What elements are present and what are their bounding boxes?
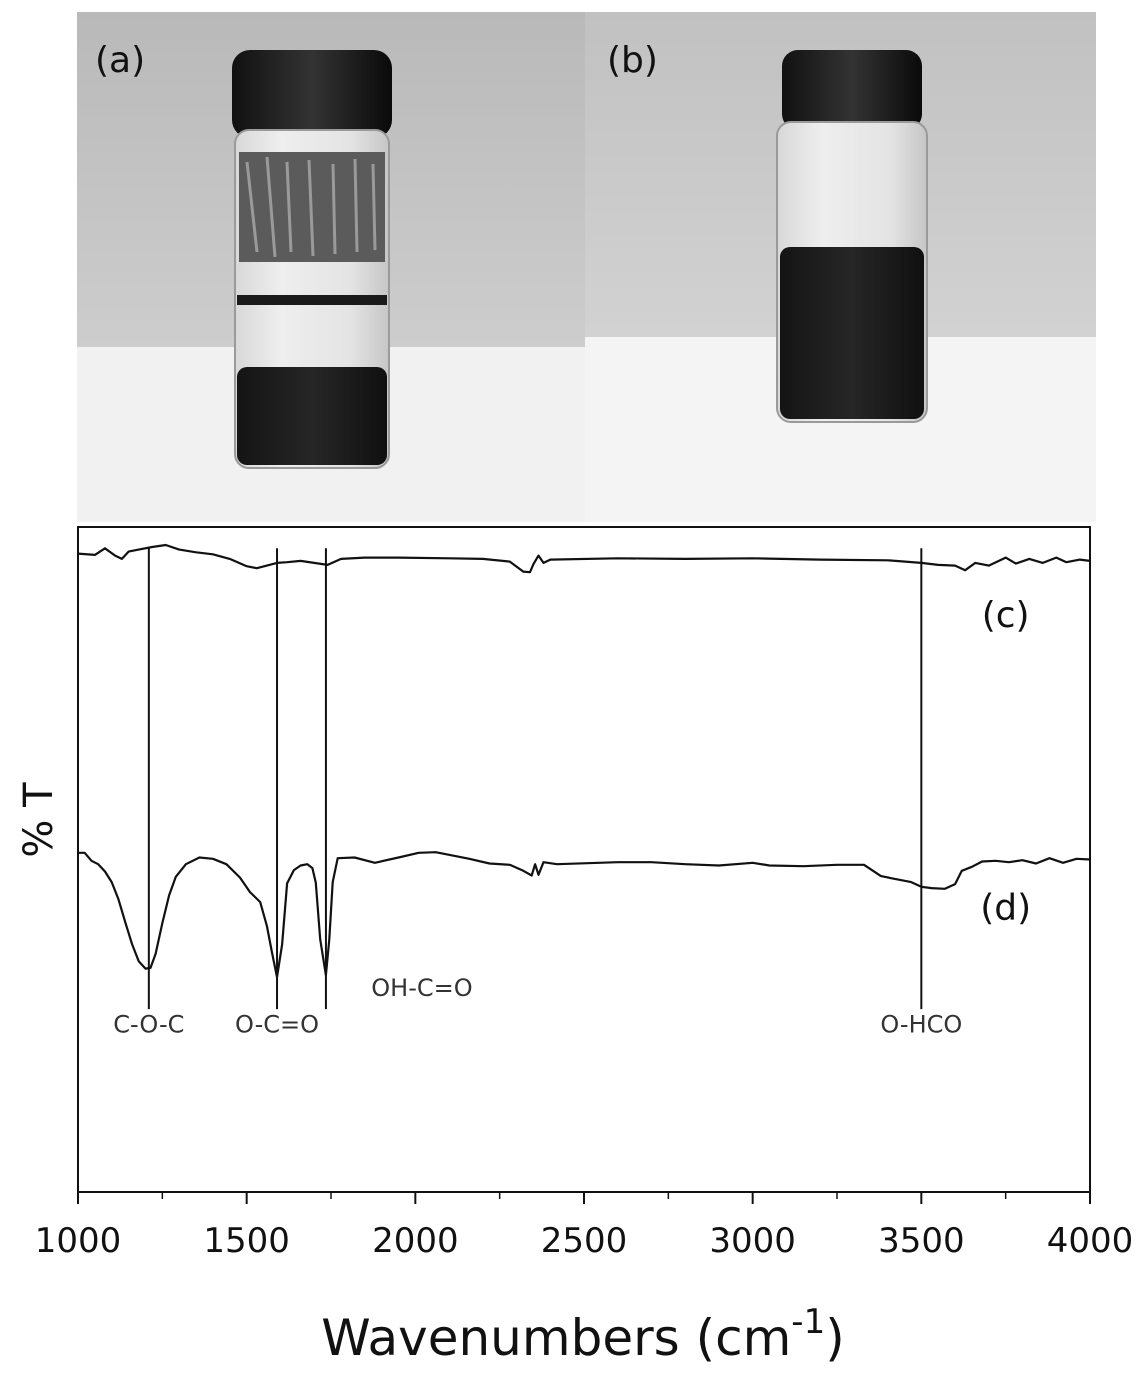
vial-b-liquid: [780, 247, 924, 419]
peak-label-2: OH-C=O: [371, 974, 472, 1002]
plot-frame: [77, 526, 1091, 1193]
x-axis-title-close: ): [825, 1309, 845, 1367]
series-label-group: (c) (d): [980, 595, 1031, 929]
vial-a-cap: [232, 50, 392, 138]
x-axis-ticks: 1000 1500 2000 2500 3000 3500 4000: [35, 1192, 1134, 1261]
sample-photo: (a) (b): [77, 12, 1096, 522]
peak-label-3: O-HCO: [880, 1010, 962, 1038]
series-line-1: [78, 851, 1091, 979]
series-label-0: (c): [982, 595, 1030, 636]
peak-label-0: C-O-C: [113, 1010, 184, 1038]
series-line-0: [77, 543, 1091, 574]
peak-marker-lines: [147, 548, 923, 1010]
x-tick-label-5: 3500: [878, 1221, 965, 1261]
x-axis-title-sup: -1: [791, 1302, 825, 1342]
y-axis-title: % T: [16, 782, 62, 858]
peak-label-1: O-C=O: [235, 1010, 319, 1038]
vials-photo-graphic: (a) (b): [77, 12, 1096, 522]
vial-b-cap: [782, 50, 922, 130]
annotation-group: C-O-C O-C=O OH-C=O O-HCO: [113, 974, 962, 1039]
series-label-1: (d): [980, 887, 1031, 928]
vial-b: [776, 50, 928, 423]
vial-a-liquid: [237, 367, 387, 465]
x-tick-label-0: 1000: [35, 1221, 122, 1261]
x-tick-label-3: 2500: [541, 1221, 628, 1261]
vial-a: [232, 50, 392, 469]
x-tick-label-2: 2000: [372, 1221, 459, 1261]
panel-label-a: (a): [95, 40, 145, 81]
x-tick-label-6: 4000: [1047, 1221, 1134, 1261]
x-tick-label-1: 1500: [203, 1221, 290, 1261]
x-tick-label-4: 3000: [709, 1221, 796, 1261]
panel-label-b: (b): [607, 40, 658, 81]
series-group: [77, 543, 1091, 979]
x-axis-title-main: Wavenumbers (cm: [321, 1309, 791, 1367]
vial-a-interface: [237, 295, 387, 305]
x-axis-title: Wavenumbers (cm-1): [321, 1302, 844, 1367]
